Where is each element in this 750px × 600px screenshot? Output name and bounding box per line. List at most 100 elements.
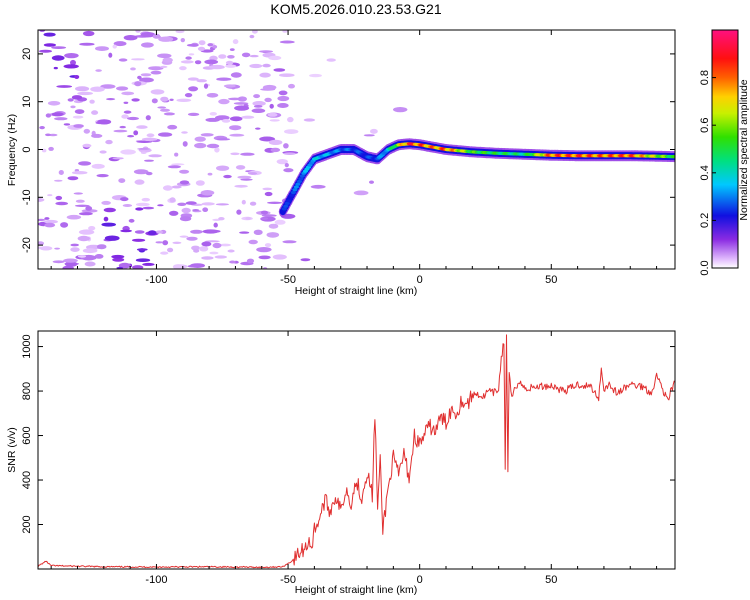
noise-blob: [199, 246, 209, 252]
noise-blob: [216, 77, 232, 81]
noise-blob: [75, 199, 85, 203]
noise-blob: [134, 179, 145, 185]
noise-blob: [266, 232, 280, 238]
noise-blob: [282, 30, 288, 33]
noise-blob: [116, 266, 124, 269]
noise-blob: [252, 30, 258, 34]
noise-blob: [162, 240, 169, 246]
spectrogram-ridge: [278, 138, 675, 218]
noise-blob: [135, 30, 141, 33]
noise-blob: [283, 143, 289, 149]
noise-blob: [79, 42, 95, 46]
noise-blob: [235, 165, 246, 170]
noise-blob: [201, 256, 214, 260]
noise-blob: [97, 119, 112, 125]
noise-blob: [184, 93, 193, 98]
noise-blob: [95, 69, 102, 72]
noise-blob: [249, 54, 259, 58]
noise-blob: [237, 96, 247, 102]
noise-blob: [258, 255, 271, 260]
noise-blob: [194, 60, 202, 65]
noise-blob: [249, 63, 263, 69]
noise-blob: [262, 84, 277, 91]
noise-blob: [264, 191, 273, 197]
noise-blob: [38, 218, 46, 221]
noise-blob: [169, 98, 174, 102]
noise-blob: [51, 46, 67, 49]
ridge-core: [295, 182, 301, 186]
noise-blob: [256, 247, 272, 253]
noise-blob: [259, 136, 275, 142]
noise-blob: [158, 132, 173, 137]
noise-blob: [112, 44, 117, 49]
noise-blob: [78, 229, 95, 235]
noise-blob: [197, 46, 206, 52]
noise-blob: [79, 212, 93, 216]
noise-blob: [133, 130, 139, 136]
spectrogram-ytick-label: -10: [21, 189, 33, 205]
noise-blob: [144, 159, 154, 162]
noise-blob: [104, 235, 120, 241]
noise-blob: [229, 125, 242, 131]
noise-blob: [284, 163, 289, 168]
noise-blob: [160, 96, 169, 102]
noise-blob: [214, 255, 227, 259]
noise-blob: [91, 163, 105, 169]
noise-blob: [94, 254, 104, 259]
noise-blob: [268, 139, 283, 145]
noise-blob: [225, 60, 234, 65]
noise-blob: [240, 178, 253, 181]
noise-blob: [53, 66, 58, 70]
noise-blob: [200, 190, 215, 196]
noise-blob: [218, 217, 225, 221]
noise-blob: [67, 98, 74, 102]
noise-blob: [270, 147, 281, 153]
noise-blob: [75, 86, 90, 92]
spectrogram-ytick-label: 20: [21, 48, 33, 60]
noise-blob: [179, 180, 190, 185]
noise-blob: [71, 95, 83, 100]
spectrogram-xtick-label: -100: [145, 274, 167, 286]
snr-ytick-label: 1000: [21, 334, 33, 358]
colorbar-label: Normalized spectral amplitude: [738, 79, 750, 220]
noise-blob: [186, 43, 199, 47]
noise-blob: [136, 248, 148, 251]
noise-blob: [67, 176, 79, 181]
noise-blob: [185, 201, 197, 205]
noise-blob: [282, 240, 297, 244]
noise-blob: [190, 229, 203, 234]
noise-blob: [179, 66, 187, 71]
noise-blob: [198, 40, 206, 46]
noise-blob: [227, 55, 235, 59]
noise-blob: [128, 218, 135, 223]
noise-blob: [237, 175, 252, 179]
noise-blob: [204, 59, 219, 65]
noise-blob: [148, 66, 164, 71]
noise-blob: [44, 222, 56, 228]
ridge-core: [283, 204, 289, 208]
noise-blob: [99, 150, 107, 154]
noise-blob: [63, 123, 71, 126]
noise-blob: [219, 243, 231, 247]
noise-blob: [230, 152, 240, 156]
noise-blob: [74, 204, 90, 207]
noise-blob: [88, 226, 96, 231]
noise-blob: [188, 86, 199, 92]
noise-blob: [54, 179, 63, 182]
noise-blob: [267, 112, 278, 117]
noise-blob: [131, 58, 145, 61]
figure-title: KOM5.2026.010.23.53.G21: [270, 1, 441, 17]
spectrogram-y-label: Frequency (Hz): [6, 114, 18, 186]
noise-blob: [167, 124, 178, 130]
snr-xtick-label: 50: [545, 574, 557, 586]
noise-blob: [261, 214, 277, 217]
noise-blob: [48, 146, 54, 151]
noise-blob: [45, 113, 52, 118]
noise-blob: [253, 105, 263, 108]
ridge-core: [280, 210, 286, 214]
noise-blob: [51, 112, 64, 117]
noise-blob: [155, 241, 163, 244]
noise-blob: [121, 114, 129, 119]
noise-blob: [234, 105, 250, 111]
noise-blob: [44, 219, 58, 224]
